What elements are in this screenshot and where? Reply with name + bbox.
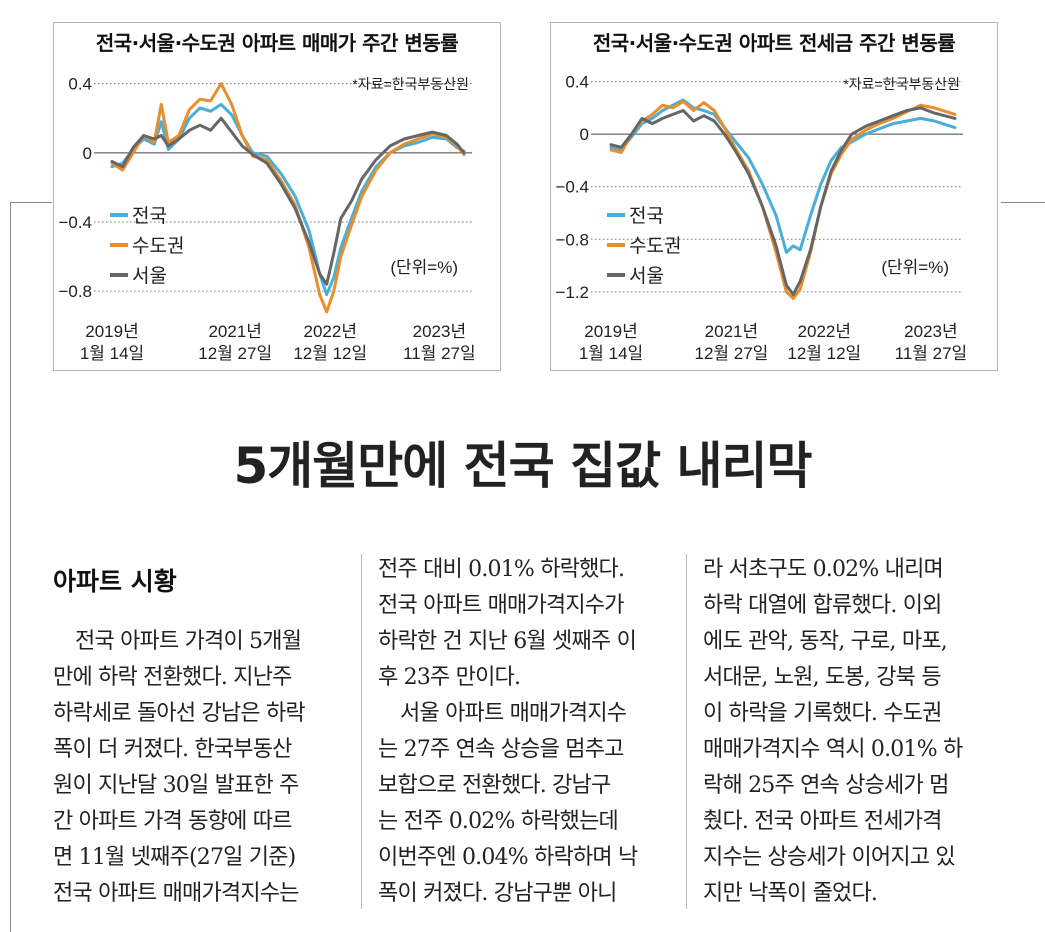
headline: 5개월만에 전국 집값 내리막: [233, 437, 812, 495]
legend-label: 전국: [132, 205, 167, 227]
chart-title: 전국·서울·수도권 아파트 전세금 주간 변동률: [592, 31, 956, 55]
section-title: 아파트 시황: [53, 567, 177, 596]
frame-rule: [10, 202, 52, 203]
article-line: 췄다. 전국 아파트 전세가격: [703, 809, 942, 834]
series-line: [609, 106, 957, 296]
frame-rule: [1001, 202, 1045, 203]
x-tick-label: 2019년: [85, 322, 138, 341]
y-tick-label: −1.2: [555, 283, 589, 302]
series-line: [110, 116, 466, 286]
article-line: 하락 대열에 합류했다. 이외: [703, 593, 942, 618]
article-line: 전국 아파트 매매가격지수는: [53, 881, 299, 906]
article-column-2: 전주 대비 0.01% 하락했다. 전국 아파트 매매가격지수가 하락한 건 지…: [378, 552, 686, 912]
article-line: 원이 지난달 30일 발표한 주: [53, 773, 299, 798]
article-line: 전국 아파트 가격이 5개월: [75, 629, 302, 654]
legend-label: 서울: [629, 265, 664, 287]
x-tick-label: 12월 27일: [198, 344, 272, 363]
unit-label: (단위=%): [390, 258, 458, 277]
unit-label: (단위=%): [881, 258, 949, 277]
x-tick-label: 2019년: [584, 322, 637, 341]
x-tick-label: 12월 12일: [293, 344, 367, 363]
y-tick-label: −0.4: [58, 213, 92, 232]
source-note: *자료=한국부동산원: [352, 76, 469, 92]
article-line: 후 23주 만이다.: [378, 665, 521, 690]
article-line: 는 27주 연속 상승을 멈추고: [378, 737, 624, 762]
x-tick-label: 11월 27일: [403, 344, 476, 363]
article-line: 지만 낙폭이 줄었다.: [703, 881, 878, 906]
chart-title: 전국·서울·수도권 아파트 매매가 주간 변동률: [95, 31, 459, 55]
y-tick-label: −0.4: [555, 178, 589, 197]
y-tick-label: −0.8: [58, 282, 92, 301]
article-line: 라 서초구도 0.02% 내리며: [703, 557, 944, 582]
sales-price-chart: 전국·서울·수도권 아파트 매매가 주간 변동률 0.4 0 −0.4 −0.8 201…: [53, 22, 501, 371]
article-column-3: 라 서초구도 0.02% 내리며 하락 대열에 합류했다. 이외 에도 관악, …: [703, 552, 1011, 912]
x-tick-label: 12월 27일: [694, 344, 768, 363]
column-divider: [361, 554, 362, 909]
x-tick-label: 1월 14일: [80, 344, 144, 363]
series-line: [110, 82, 466, 314]
x-tick-label: 2022년: [304, 322, 357, 341]
y-tick-label: 0.4: [565, 73, 589, 92]
source-note: *자료=한국부동산원: [843, 76, 960, 92]
x-tick-label: 2021년: [208, 322, 261, 341]
legend-label: 수도권: [132, 235, 184, 257]
x-tick-label: 2021년: [705, 322, 758, 341]
series-line: [609, 98, 957, 254]
y-tick-label: 0.4: [68, 75, 92, 94]
x-tick-label: 1월 14일: [579, 344, 643, 363]
x-tick-label: 2023년: [904, 322, 957, 341]
article-line: 폭이 더 커졌다. 한국부동산: [53, 737, 292, 762]
series-line: [609, 99, 957, 300]
article-line: 만에 하락 전환했다. 지난주: [53, 665, 292, 690]
article-line: 간 아파트 가격 동향에 따르: [53, 809, 292, 834]
x-tick-label: 12월 12일: [787, 344, 861, 363]
column-divider: [686, 554, 687, 909]
article-line: 락해 25주 연속 상승세가 멈: [703, 773, 949, 798]
article-line: 에도 관악, 동작, 구로, 마포,: [703, 629, 948, 654]
y-tick-label: −0.8: [555, 230, 589, 249]
legend-label: 전국: [629, 205, 664, 227]
y-tick-label: 0: [580, 125, 589, 144]
x-tick-label: 2023년: [413, 322, 466, 341]
article-line: 서울 아파트 매매가격지수: [400, 701, 627, 726]
legend-label: 서울: [132, 265, 167, 287]
article-line: 보합으로 전환했다. 강남구: [378, 773, 611, 798]
article-line: 면 11월 넷째주(27일 기준): [53, 845, 296, 870]
x-tick-label: 11월 27일: [895, 344, 968, 363]
legend-label: 수도권: [629, 235, 681, 257]
y-tick-label: 0: [83, 144, 92, 163]
article-line: 폭이 커졌다. 강남구뿐 아니: [378, 881, 617, 906]
article-line: 지수는 상승세가 이어지고 있: [703, 845, 956, 870]
sales-price-chart-plot: 0.4 0 −0.4 −0.8 2019년 1월 14일 2021년 12월 27일 2022년…: [58, 75, 476, 363]
article-column-1: 전국 아파트 가격이 5개월 만에 하락 전환했다. 지난주 하락세로 돌아선 …: [53, 624, 361, 912]
article-line: 하락한 건 지난 6월 셋째주 이: [378, 629, 637, 654]
article-line: 전국 아파트 매매가격지수가: [378, 593, 624, 618]
article-line: 전주 대비 0.01% 하락했다.: [378, 557, 625, 582]
article-line: 이 하락을 기록했다. 수도권: [703, 701, 942, 726]
jeonse-chart: 전국·서울·수도권 아파트 전세금 주간 변동률 0.4 0 −0.4 −0.8 −1.…: [550, 22, 998, 371]
article-line: 는 전주 0.02% 하락했는데: [378, 809, 619, 834]
article-line: 매매가격지수 역시 0.01% 하: [703, 737, 963, 762]
frame-rule: [10, 202, 11, 932]
jeonse-chart-plot: 0.4 0 −0.4 −0.8 −1.2 2019년 1월 14일 2021년 12월 27일 2…: [555, 73, 968, 363]
x-tick-label: 2022년: [798, 322, 851, 341]
article-line: 하락세로 돌아선 강남은 하락: [53, 701, 306, 726]
article-line: 이번주엔 0.04% 하락하며 낙: [378, 845, 638, 870]
article-line: 서대문, 노원, 도봉, 강북 등: [703, 665, 942, 690]
